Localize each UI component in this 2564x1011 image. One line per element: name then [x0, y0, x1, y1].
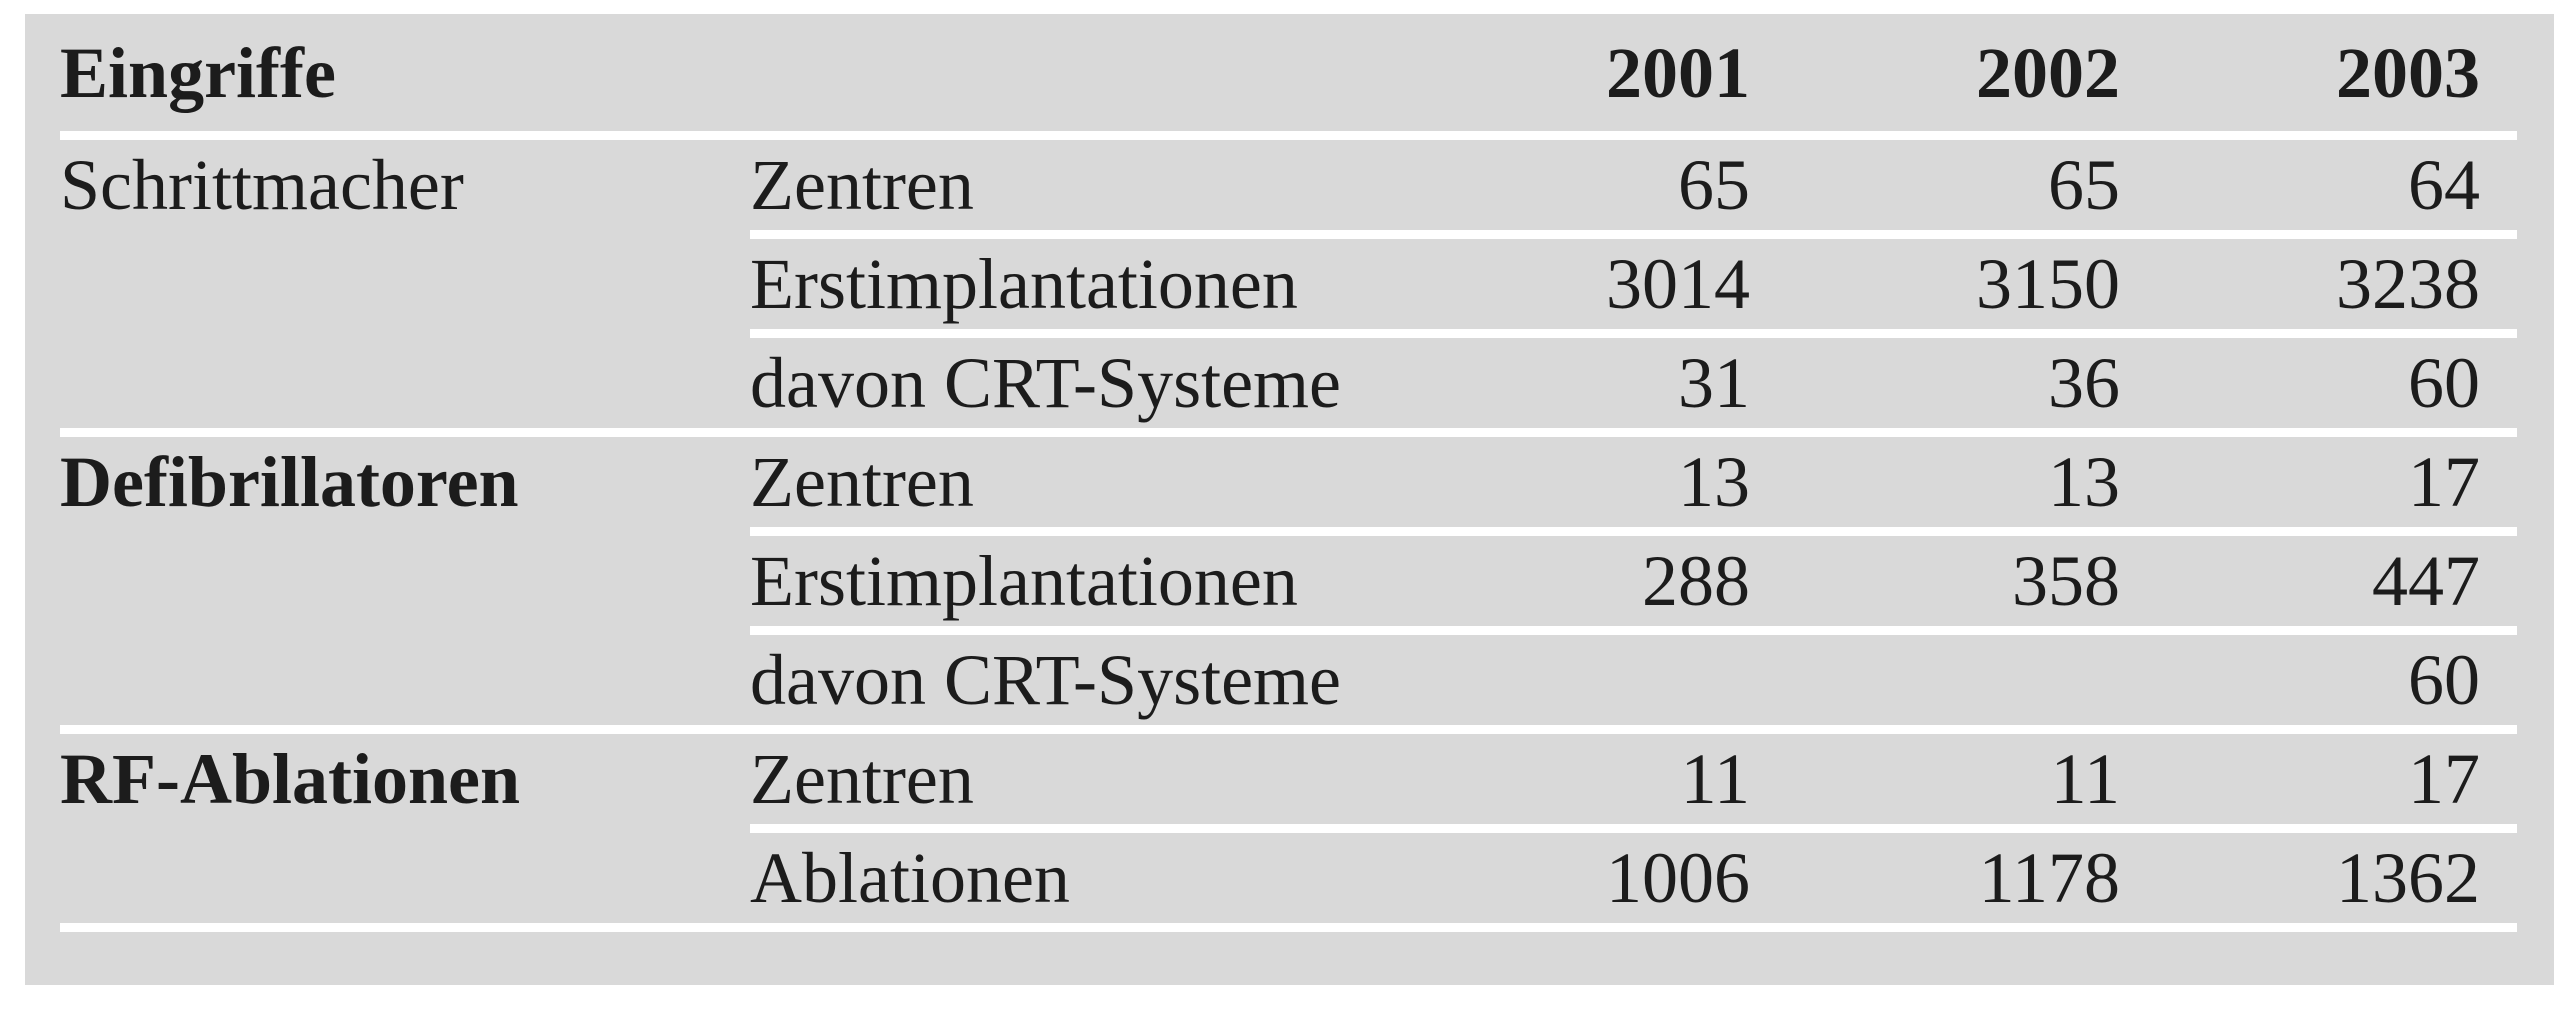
- separator-partial: [750, 824, 2517, 833]
- value-cell: 65: [1678, 145, 1750, 225]
- data-table-panel: Eingriffe 2001 2002 2003 Schrittmacher Z…: [25, 14, 2554, 985]
- value-cell: 288: [1642, 541, 1750, 621]
- value-cell: 65: [2048, 145, 2120, 225]
- year-header-2002: 2002: [1976, 32, 2120, 113]
- row-label: Zentren: [750, 739, 974, 819]
- value-cell: 31: [1678, 343, 1750, 423]
- table-row: Defibrillatoren Zentren 13 13 17: [60, 437, 2517, 527]
- year-header-2001: 2001: [1606, 32, 1750, 113]
- row-label: davon CRT-Systeme: [750, 343, 1342, 423]
- year-header-2003: 2003: [2336, 32, 2480, 113]
- separator-full: [60, 428, 2517, 437]
- value-cell: 3014: [1606, 244, 1750, 324]
- value-cell: 1362: [2336, 838, 2480, 918]
- row-label: Ablationen: [750, 838, 1070, 918]
- separator-partial: [750, 230, 2517, 239]
- value-cell: 36: [2048, 343, 2120, 423]
- value-cell: 1006: [1606, 838, 1750, 918]
- value-cell: 60: [2408, 343, 2480, 423]
- table-row: Erstimplantationen 288 358 447: [60, 536, 2517, 626]
- separator-partial: [750, 329, 2517, 338]
- value-cell: 358: [2012, 541, 2120, 621]
- table-row: RF-Ablationen Zentren 11 11 17: [60, 734, 2517, 824]
- table-row: davon CRT-Systeme 31 36 60: [60, 338, 2517, 428]
- value-cell: 447: [2372, 541, 2480, 621]
- value-cell: 11: [1680, 739, 1750, 819]
- value-cell: 1178: [1978, 838, 2120, 918]
- separator-partial: [750, 626, 2517, 635]
- header-row: Eingriffe 2001 2002 2003: [60, 14, 2517, 131]
- value-cell: 64: [2408, 145, 2480, 225]
- value-cell: 13: [1678, 442, 1750, 522]
- table-title: Eingriffe: [60, 32, 336, 113]
- table-row: Schrittmacher Zentren 65 65 64: [60, 140, 2517, 230]
- row-label: Erstimplantationen: [750, 244, 1298, 324]
- data-table: Eingriffe 2001 2002 2003 Schrittmacher Z…: [60, 14, 2517, 932]
- table-row: Erstimplantationen 3014 3150 3238: [60, 239, 2517, 329]
- value-cell: 3238: [2336, 244, 2480, 324]
- group-label-schrittmacher: Schrittmacher: [60, 145, 464, 225]
- row-label: Erstimplantationen: [750, 541, 1298, 621]
- separator-partial: [750, 527, 2517, 536]
- separator-full: [60, 131, 2517, 140]
- separator-full: [60, 923, 2517, 932]
- row-label: Zentren: [750, 145, 974, 225]
- value-cell: 17: [2408, 442, 2480, 522]
- separator-full: [60, 725, 2517, 734]
- value-cell: 3150: [1976, 244, 2120, 324]
- row-label: davon CRT-Systeme: [750, 640, 1342, 720]
- table-row: davon CRT-Systeme 60: [60, 635, 2517, 725]
- value-cell: 11: [2050, 739, 2120, 819]
- row-label: Zentren: [750, 442, 974, 522]
- table-row: Ablationen 1006 1178 1362: [60, 833, 2517, 923]
- value-cell: 17: [2408, 739, 2480, 819]
- group-label-defibrillatoren: Defibrillatoren: [60, 442, 519, 522]
- group-label-rf-ablationen: RF-Ablationen: [60, 739, 521, 819]
- value-cell: 13: [2048, 442, 2120, 522]
- value-cell: 60: [2408, 640, 2480, 720]
